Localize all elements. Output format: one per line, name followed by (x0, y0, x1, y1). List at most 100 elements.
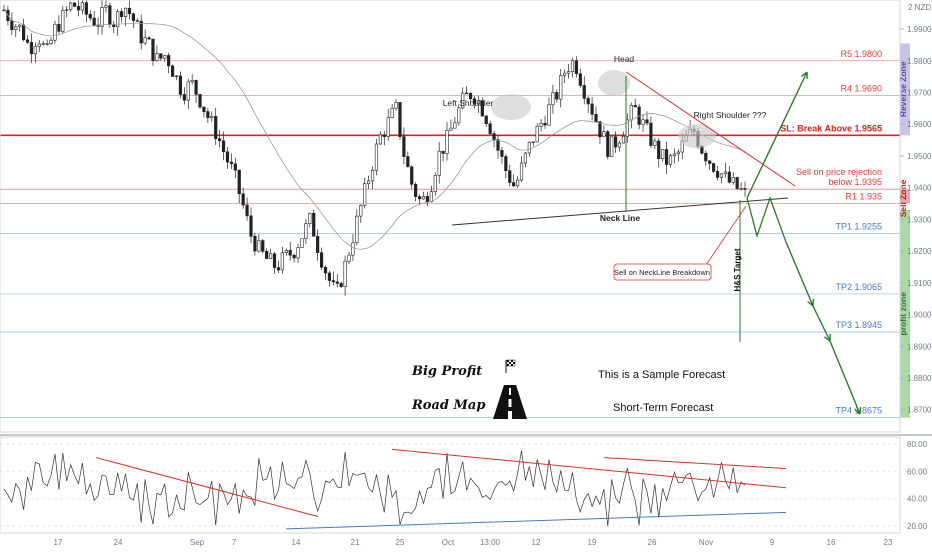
candle-down (735, 177, 739, 189)
candle-down (488, 123, 492, 134)
candle-down (214, 116, 218, 139)
candle-up (104, 5, 108, 8)
x-tick-label: 9 (770, 538, 775, 547)
candle-up (300, 238, 304, 248)
candle-up (49, 39, 53, 44)
rsi-tick-label: 60.00 (907, 467, 928, 476)
candle-down (402, 136, 406, 157)
candle-up (445, 129, 449, 154)
candle-down (92, 17, 96, 26)
rsi-tick-label: 40.00 (907, 495, 928, 504)
candle-up (394, 102, 398, 109)
candle-down (441, 150, 445, 154)
candle-down (288, 249, 292, 256)
level-label: R4 1.9690 (840, 84, 882, 94)
y-tick-label: 1.95000 (907, 152, 932, 161)
candle-up (653, 140, 657, 146)
candle-down (178, 75, 183, 95)
x-tick-label: 14 (292, 538, 301, 547)
candle-down (496, 139, 500, 151)
candle-up (186, 81, 190, 101)
candle-down (221, 140, 226, 153)
candle-down (127, 7, 132, 15)
candle-up (343, 260, 347, 287)
candle-down (147, 37, 151, 40)
candle-up (739, 188, 743, 190)
candle-down (182, 94, 186, 101)
candle-down (410, 166, 414, 185)
pattern-overlay: Head Left Shoulder Right Shoulder ??? Neck … (411, 54, 862, 419)
rsi-support-line (285, 511, 787, 530)
x-tick-label: Nov (699, 538, 713, 547)
descending-trendline (625, 71, 796, 187)
candle-up (163, 55, 167, 59)
rsi-panel (0, 443, 900, 530)
candle-down (472, 98, 477, 105)
forecast-arrow-tp2 (785, 241, 814, 307)
candle-up (143, 37, 147, 44)
candle-up (257, 240, 261, 252)
candle-down (508, 170, 512, 183)
big-profit-title: Big Profit (411, 364, 482, 379)
x-tick-label: Oct (442, 538, 455, 547)
instrument-label: 2 NZD (908, 3, 931, 12)
candle-up (719, 173, 724, 178)
level-label-2: below 1.9395 (828, 177, 882, 187)
price-candles (2, 0, 747, 296)
x-tick-label: 7 (232, 538, 237, 547)
candle-down (57, 23, 61, 32)
candle-up (433, 175, 437, 192)
candle-down (272, 253, 277, 268)
candle-down (202, 106, 206, 112)
candle-down (151, 38, 155, 61)
candle-down (167, 55, 171, 67)
head-label: Head (614, 54, 635, 64)
candle-down (170, 65, 175, 77)
candle-down (492, 133, 496, 140)
y-tick-label: 1.94000 (907, 184, 932, 193)
candle-down (331, 280, 335, 283)
x-tick-label: 16 (827, 538, 836, 547)
candle-up (304, 223, 308, 240)
candle-up (33, 46, 37, 55)
candle-up (359, 205, 363, 217)
candle-up (80, 2, 85, 11)
candle-up (547, 104, 551, 126)
candle-up (437, 150, 441, 176)
level-label: R1 1.935 (845, 192, 882, 202)
rsi-tick-label: 20.00 (907, 522, 928, 531)
sell-callout-box (613, 263, 712, 281)
candle-down (480, 100, 484, 117)
candle-up (661, 149, 665, 159)
candle-up (378, 134, 382, 145)
candle-down (25, 39, 30, 43)
candle-down (614, 136, 618, 148)
reverse-zone-band (900, 43, 910, 136)
candle-down (29, 42, 34, 55)
candle-down (715, 171, 720, 178)
road-map-title: Road Map (411, 398, 485, 413)
candle-down (76, 6, 81, 11)
y-tick-label: 1.97000 (907, 88, 932, 97)
x-tick-label: 17 (54, 538, 63, 547)
candle-up (37, 43, 41, 47)
candle-up (363, 183, 367, 206)
x-tick-label: 25 (396, 538, 405, 547)
flag-square (511, 360, 513, 362)
y-tick-label: 1.93000 (907, 215, 932, 224)
candle-up (155, 53, 159, 61)
candle-up (461, 92, 465, 109)
road-icon (493, 385, 527, 419)
candle-up (457, 107, 461, 124)
forecast-arrow-up (746, 71, 808, 199)
rsi-trendline-3 (603, 457, 787, 470)
candle-up (629, 105, 633, 121)
forecast-zigzag (746, 196, 787, 243)
candle-down (237, 169, 241, 195)
candle-down (704, 152, 708, 162)
candle-up (641, 119, 645, 125)
candle-down (225, 151, 230, 163)
x-tick-label: 23 (884, 538, 893, 547)
forecast-arrow-tp4 (829, 340, 861, 415)
